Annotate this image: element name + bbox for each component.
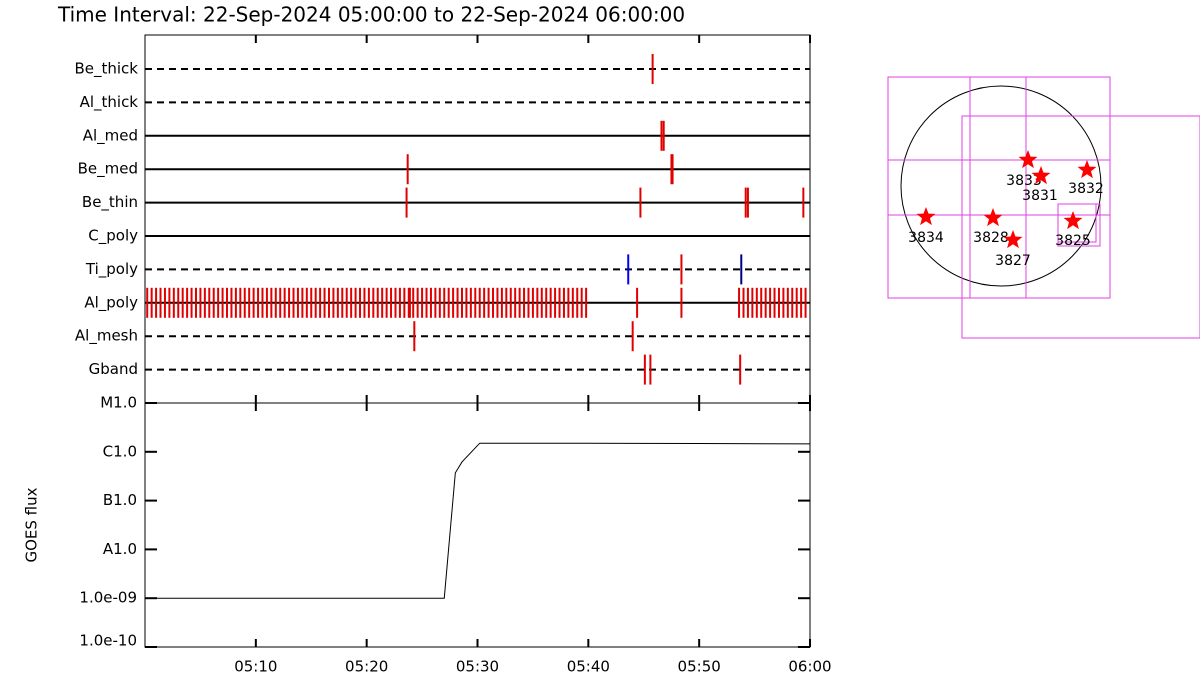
region-star bbox=[1003, 230, 1023, 249]
y-tick-label: 1.0e-09 bbox=[79, 589, 137, 607]
goes-curve bbox=[154, 442, 811, 599]
x-tick-label: 05:30 bbox=[456, 658, 499, 676]
channel-label: Ti_poly bbox=[85, 260, 138, 279]
y-tick-label: C1.0 bbox=[103, 442, 137, 460]
channel-label: Gband bbox=[89, 360, 138, 378]
fov-boxes bbox=[887, 76, 1200, 339]
fov-box bbox=[887, 76, 1111, 299]
region-label: 3831 bbox=[1022, 188, 1058, 204]
fov-box bbox=[1057, 203, 1097, 243]
region-label: 3828 bbox=[973, 230, 1009, 246]
y-tick-label: A1.0 bbox=[103, 540, 137, 558]
channel-label: Be_thick bbox=[74, 60, 138, 79]
channel-label: Al_thick bbox=[80, 93, 139, 112]
x-tick-label: 05:10 bbox=[234, 658, 277, 676]
channel-label: Al_med bbox=[83, 126, 138, 145]
title: Time Interval: 22-Sep-2024 05:00:00 to 2… bbox=[57, 3, 685, 27]
y-tick-label: M1.0 bbox=[100, 394, 137, 412]
region-star bbox=[1063, 211, 1083, 230]
goes-frame bbox=[144, 402, 811, 648]
y-tick-label: B1.0 bbox=[103, 491, 137, 509]
region-label: 3834 bbox=[908, 230, 944, 246]
y-axis-label: GOES flux bbox=[23, 487, 41, 562]
channel-label: Be_med bbox=[78, 160, 138, 179]
region-star bbox=[983, 208, 1003, 227]
region-star bbox=[916, 207, 936, 226]
region-star bbox=[1077, 160, 1097, 179]
y-tick-label: 1.0e-10 bbox=[79, 632, 137, 650]
channel-label: Al_poly bbox=[84, 293, 138, 312]
x-tick-label: 05:20 bbox=[345, 658, 388, 676]
region-label: 3825 bbox=[1055, 233, 1091, 249]
x-tick-label: 06:00 bbox=[788, 658, 831, 676]
channel-label: Al_mesh bbox=[75, 327, 138, 346]
event-frame bbox=[144, 34, 811, 404]
x-tick-label: 05:50 bbox=[678, 658, 721, 676]
x-tick-label: 05:40 bbox=[567, 658, 610, 676]
region-star bbox=[1031, 166, 1051, 185]
channel-label: Be_thin bbox=[82, 193, 138, 212]
region-star bbox=[1018, 150, 1038, 169]
channel-label: C_poly bbox=[88, 227, 138, 246]
region-label: 3827 bbox=[995, 253, 1031, 269]
region-label: 3832 bbox=[1068, 181, 1104, 197]
region-label: 3833 bbox=[1006, 173, 1042, 189]
solar-disk bbox=[900, 85, 1102, 287]
fov-box bbox=[961, 115, 1200, 339]
